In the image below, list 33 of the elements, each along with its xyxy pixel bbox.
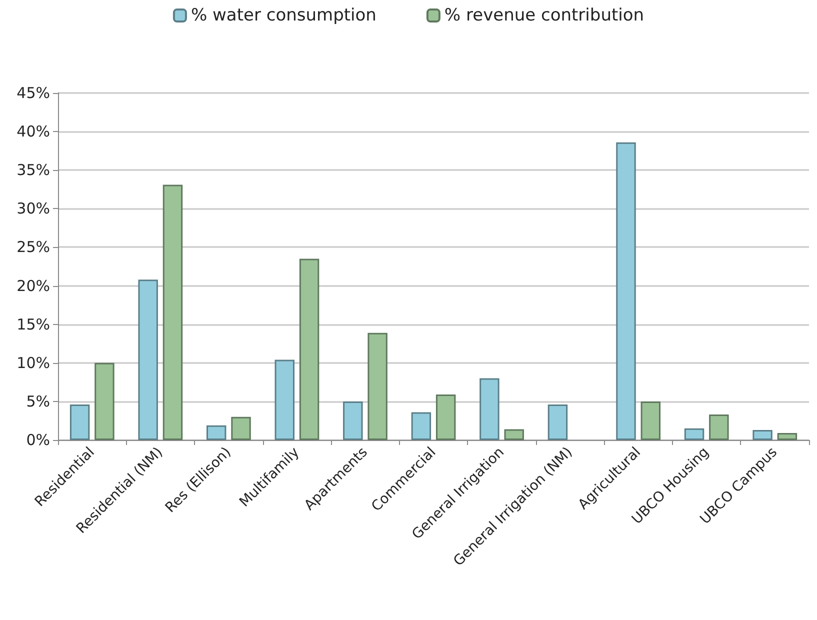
bar [274,360,294,440]
bar [368,332,388,440]
legend-label: % water consumption [190,6,376,26]
y-tick-label: 15% [16,315,50,334]
bar [436,394,456,440]
bar [480,378,500,440]
y-tick-label: 30% [16,200,50,218]
y-tick-label: 20% [16,276,50,295]
y-tick-label: 0% [26,431,50,449]
bar [752,430,772,440]
bar [411,412,432,440]
bar [94,362,114,440]
y-tick-label: 10% [16,354,50,372]
bar [70,404,90,440]
bar [138,280,158,440]
legend-label: % revenue contribution [444,6,644,26]
bar [709,414,729,440]
y-tick-label: 25% [16,238,50,256]
bar [548,404,568,440]
bar [777,433,798,440]
y-tick-label: 35% [16,161,50,180]
bar [343,401,363,440]
bar [231,416,251,440]
y-tick-label: 5% [26,392,50,410]
y-tick-label: 45% [16,84,50,102]
bar [640,401,661,440]
bar [684,428,704,440]
bar [299,258,320,440]
bar [616,142,636,440]
y-tick-label: 40% [16,122,50,141]
bar [504,429,524,440]
bar [162,184,183,440]
bar [206,425,226,440]
